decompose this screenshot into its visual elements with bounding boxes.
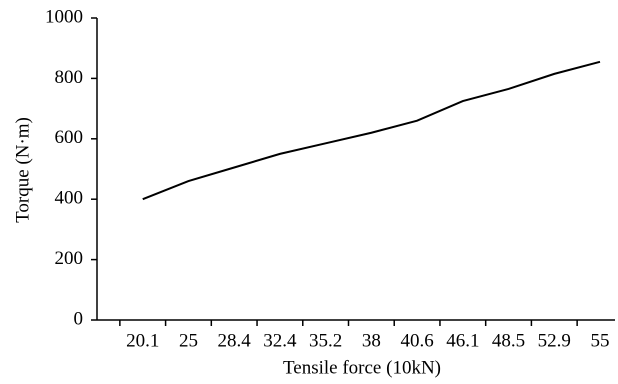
y-tick-label: 200 (55, 248, 84, 269)
x-tick-label: 46.1 (446, 330, 479, 351)
x-tick-label: 32.4 (263, 330, 297, 351)
x-tick-label: 25 (179, 330, 198, 351)
y-tick-label: 400 (55, 188, 84, 209)
x-tick-label: 35.2 (309, 330, 342, 351)
x-tick-label: 28.4 (218, 330, 252, 351)
x-axis-title: Tensile force (10kN) (283, 357, 441, 378)
x-tick-label: 38 (362, 330, 381, 351)
y-axis-title: Torque (N·m) (12, 117, 33, 223)
x-tick-label: 48.5 (492, 330, 525, 351)
x-tick-label: 20.1 (126, 330, 159, 351)
x-tick-label: 40.6 (400, 330, 433, 351)
x-tick-label: 52.9 (538, 330, 571, 351)
y-tick-label: 800 (55, 67, 84, 88)
line (142, 60, 601, 201)
y-tick-label: 600 (55, 127, 84, 148)
y-tick-label: 0 (74, 308, 84, 329)
y-tick-label: 1000 (45, 6, 83, 27)
x-tick-label: 55 (591, 330, 610, 351)
